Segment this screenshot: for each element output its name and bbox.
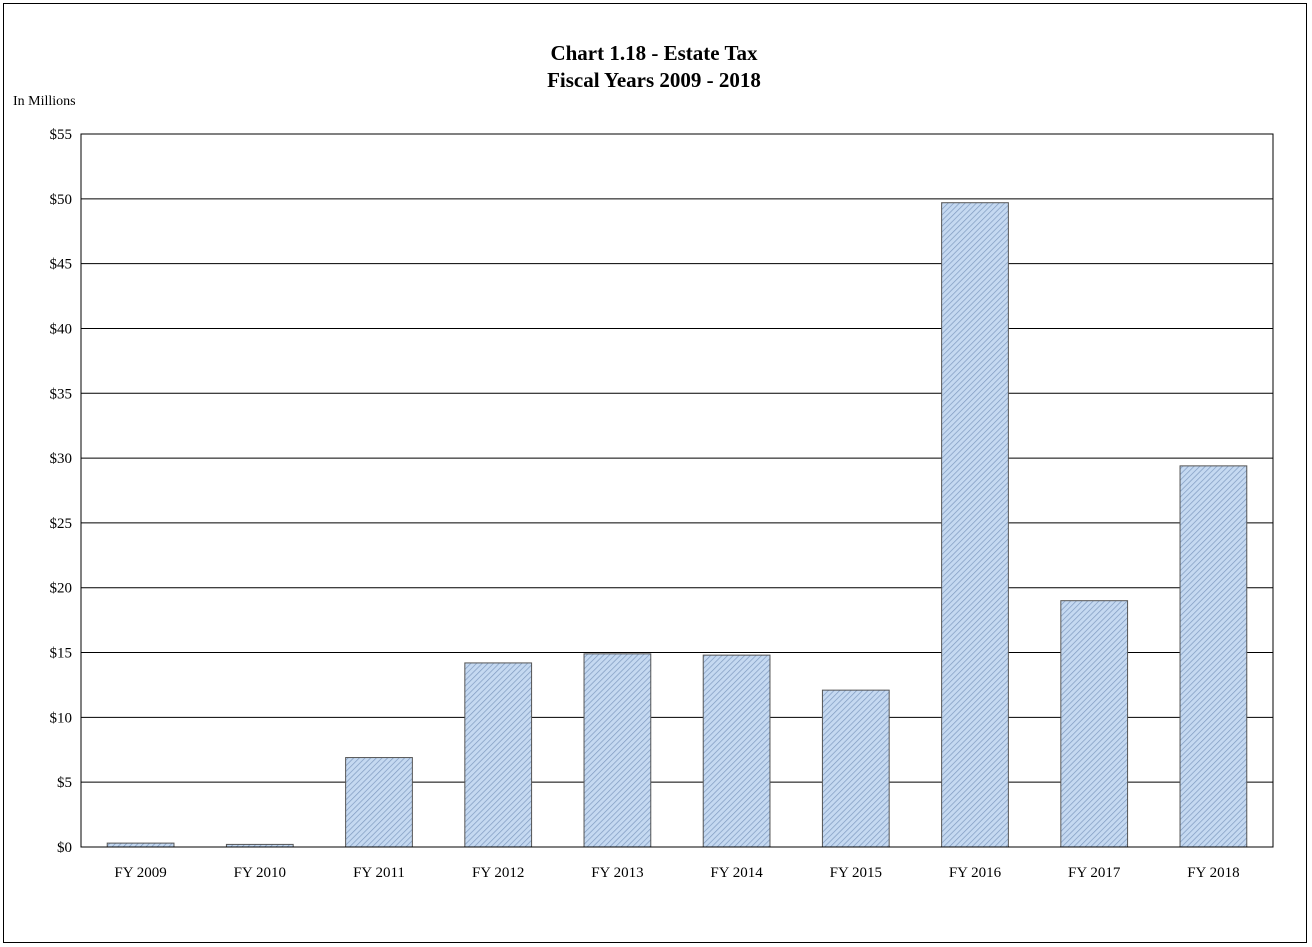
y-axis-unit-label: In Millions bbox=[13, 94, 76, 109]
x-tick-label: FY 2013 bbox=[591, 865, 643, 881]
x-tick-label: FY 2016 bbox=[949, 865, 1002, 881]
bar-fy-2011 bbox=[345, 757, 413, 848]
y-tick-label: $0 bbox=[57, 840, 72, 856]
y-tick-label: $20 bbox=[50, 581, 73, 597]
y-tick-label: $10 bbox=[50, 710, 73, 726]
y-tick-label: $30 bbox=[50, 451, 73, 467]
x-axis-ticks: FY 2009 FY 2010 FY 2011 FY 2012 FY 2013 FY 20… bbox=[114, 865, 1239, 881]
x-tick-label: FY 2012 bbox=[472, 865, 524, 881]
bar-fy-2014 bbox=[702, 654, 771, 848]
x-tick-label: FY 2015 bbox=[830, 865, 882, 881]
bar-fy-2018 bbox=[1179, 465, 1248, 848]
y-axis-ticks: $0 $5 $10 $15 $20 $25 $30 $35 $40 $45 $50 $55 bbox=[50, 127, 73, 856]
y-tick-label: $25 bbox=[50, 516, 73, 532]
bar-chart: Chart 1.18 - Estate Tax Fiscal Years 200… bbox=[13, 41, 1274, 881]
y-tick-label: $15 bbox=[50, 646, 73, 662]
y-tick-label: $45 bbox=[50, 257, 73, 273]
bar-fy-2009 bbox=[106, 842, 175, 848]
bar-fy-2017 bbox=[1060, 600, 1129, 848]
x-tick-label: FY 2009 bbox=[114, 865, 166, 881]
y-tick-label: $50 bbox=[50, 192, 73, 208]
y-tick-label: $5 bbox=[57, 775, 72, 791]
plot-area-border bbox=[80, 133, 1274, 848]
x-tick-label: FY 2014 bbox=[710, 865, 763, 881]
bar-fy-2015 bbox=[821, 689, 890, 848]
y-tick-label: $35 bbox=[50, 386, 73, 402]
bar-fy-2016 bbox=[941, 202, 1009, 848]
y-tick-label: $55 bbox=[50, 127, 73, 143]
x-tick-label: FY 2018 bbox=[1187, 865, 1239, 881]
y-tick-label: $40 bbox=[50, 321, 73, 337]
chart-subtitle: Fiscal Years 2009 - 2018 bbox=[547, 68, 761, 92]
bar-fy-2012 bbox=[464, 662, 533, 848]
chart-title: Chart 1.18 - Estate Tax bbox=[550, 41, 758, 65]
x-tick-label: FY 2011 bbox=[353, 865, 405, 881]
bars bbox=[106, 202, 1248, 848]
chart-frame: Chart 1.18 - Estate Tax Fiscal Years 200… bbox=[3, 3, 1307, 943]
x-tick-label: FY 2010 bbox=[234, 865, 286, 881]
bar-fy-2013 bbox=[583, 653, 652, 848]
x-tick-label: FY 2017 bbox=[1068, 865, 1121, 881]
